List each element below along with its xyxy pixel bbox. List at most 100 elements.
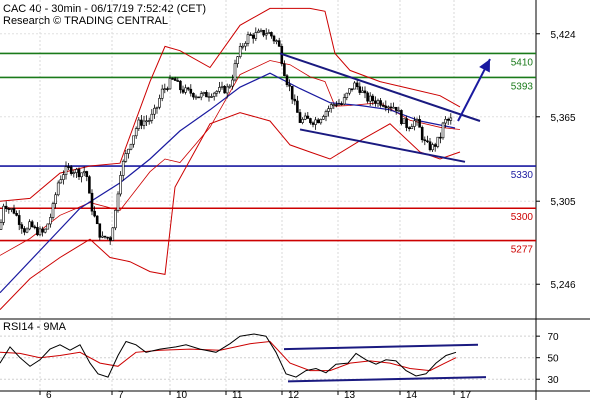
- candle-body: [90, 192, 94, 212]
- candle-body: [111, 227, 115, 241]
- chart-title: CAC 40 - 30min - 06/17/19 7:52:42 (CET): [3, 3, 206, 15]
- x-tick-label: 17: [460, 390, 472, 400]
- candle-body: [246, 34, 250, 44]
- candle-body: [418, 119, 421, 128]
- candle-body: [449, 117, 453, 121]
- candle-body: [228, 85, 232, 88]
- candle-body: [439, 136, 442, 139]
- candle-body: [303, 115, 307, 120]
- candle-body: [124, 153, 128, 162]
- rsi-tick-label: 50: [547, 354, 559, 365]
- candle-body: [249, 34, 252, 36]
- candle-body: [82, 171, 86, 174]
- candle-body: [433, 144, 437, 147]
- x-tick-label: 10: [176, 390, 188, 400]
- level-label: 5300: [511, 212, 534, 223]
- candle-body: [244, 43, 247, 47]
- candle-body: [64, 166, 68, 175]
- candle-body: [75, 169, 78, 173]
- candle-body: [254, 32, 258, 39]
- candle-body: [199, 93, 203, 98]
- candle-body: [132, 135, 135, 145]
- x-tick-label: 6: [46, 390, 52, 400]
- candle-body: [340, 103, 343, 106]
- candle-body: [387, 106, 390, 109]
- trend-line: [299, 128, 466, 163]
- candle-body: [116, 193, 120, 211]
- rsi-line: [0, 333, 457, 378]
- candle-body: [329, 104, 333, 109]
- price-axis: 5,246 5,305 5,365 5,424: [536, 30, 576, 291]
- candle-body: [202, 92, 206, 94]
- moving-average: [0, 72, 456, 294]
- y-tick-label: 5,365: [550, 113, 575, 124]
- candle-body: [441, 122, 445, 139]
- candle-body: [184, 87, 187, 93]
- candle-body: [355, 82, 359, 88]
- candle-body: [41, 228, 44, 233]
- candle-body: [262, 29, 265, 36]
- candle-body: [311, 122, 315, 125]
- candle-body: [101, 235, 104, 238]
- forecast-arrow-head: [479, 59, 490, 73]
- candle-body: [62, 174, 65, 180]
- y-tick-label: 5,305: [550, 197, 575, 208]
- candle-body: [155, 106, 159, 109]
- candle-body: [119, 175, 122, 195]
- candle-body: [28, 221, 31, 230]
- candle-body: [56, 182, 60, 196]
- candle-body: [394, 106, 398, 111]
- candle-body: [225, 86, 229, 94]
- candle-body: [127, 148, 130, 154]
- candle-body: [361, 90, 364, 93]
- candle-body: [363, 90, 367, 94]
- candle-body: [98, 223, 102, 238]
- candle-body: [264, 33, 268, 36]
- trend-line: [279, 52, 481, 122]
- candle-body: [415, 119, 419, 122]
- candle-body: [137, 119, 141, 129]
- candle-body: [290, 85, 294, 100]
- candle-body: [17, 215, 21, 225]
- candle-body: [257, 30, 260, 33]
- candle-body: [179, 80, 182, 91]
- candle-body: [181, 89, 185, 93]
- candle-body: [350, 88, 354, 91]
- candle-body: [67, 166, 70, 168]
- candle-body: [319, 119, 323, 124]
- candle-body: [10, 208, 13, 210]
- candle-body: [223, 85, 226, 94]
- candle-body: [384, 105, 388, 109]
- candle-body: [283, 63, 286, 76]
- candle-body: [173, 78, 177, 81]
- rsi-title: RSI14 - 9MA: [3, 321, 67, 333]
- candle-body: [436, 136, 440, 147]
- candle-body: [210, 96, 213, 98]
- candle-body: [301, 118, 304, 123]
- candle-body: [25, 228, 29, 233]
- moving-average-line: [0, 72, 456, 294]
- candle-body: [353, 82, 356, 90]
- candle-body: [142, 120, 146, 126]
- x-tick-label: 11: [232, 390, 243, 400]
- candle-body: [150, 113, 154, 121]
- rsi-lines: [0, 333, 457, 378]
- candle-body: [88, 176, 91, 194]
- candle-body: [207, 96, 211, 98]
- candle-body: [327, 108, 330, 112]
- candle-body: [147, 120, 151, 122]
- candle-body: [69, 166, 73, 174]
- candle-body: [236, 56, 239, 64]
- candle-body: [36, 227, 39, 236]
- candle-body: [376, 100, 380, 104]
- candle-body: [444, 118, 447, 124]
- chart-subtitle: Research © TRADING CENTRAL: [3, 15, 168, 27]
- candle-body: [4, 205, 8, 209]
- candle-body: [0, 222, 3, 230]
- rsi-trend-lines: [283, 343, 487, 383]
- level-label: 5393: [511, 81, 534, 92]
